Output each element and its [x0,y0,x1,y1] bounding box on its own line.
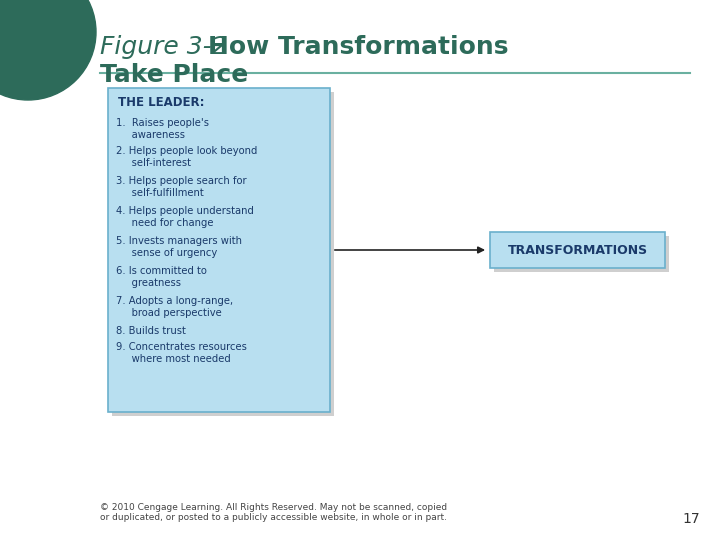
FancyBboxPatch shape [112,92,334,416]
Text: 4. Helps people understand
     need for change: 4. Helps people understand need for chan… [116,206,254,228]
Circle shape [0,0,96,100]
Text: How Transformations: How Transformations [208,35,508,59]
Text: 6. Is committed to
     greatness: 6. Is committed to greatness [116,266,207,288]
Text: 9. Concentrates resources
     where most needed: 9. Concentrates resources where most nee… [116,342,247,364]
Text: Figure 3-2: Figure 3-2 [100,35,243,59]
FancyBboxPatch shape [490,232,665,268]
Text: 8. Builds trust: 8. Builds trust [116,326,186,336]
Text: 1.  Raises people's
     awareness: 1. Raises people's awareness [116,118,209,140]
Text: 7. Adopts a long-range,
     broad perspective: 7. Adopts a long-range, broad perspectiv… [116,296,233,318]
Text: 2. Helps people look beyond
     self-interest: 2. Helps people look beyond self-interes… [116,146,257,168]
FancyBboxPatch shape [494,236,669,272]
Text: 5. Invests managers with
     sense of urgency: 5. Invests managers with sense of urgenc… [116,236,242,258]
Text: © 2010 Cengage Learning. All Rights Reserved. May not be scanned, copied
or dupl: © 2010 Cengage Learning. All Rights Rese… [100,503,447,522]
Text: 3. Helps people search for
     self-fulfillment: 3. Helps people search for self-fulfillm… [116,176,247,198]
Text: Take Place: Take Place [100,63,248,87]
FancyBboxPatch shape [108,88,330,412]
Text: 17: 17 [683,512,700,526]
Text: TRANSFORMATIONS: TRANSFORMATIONS [508,244,647,256]
Text: THE LEADER:: THE LEADER: [118,96,204,109]
